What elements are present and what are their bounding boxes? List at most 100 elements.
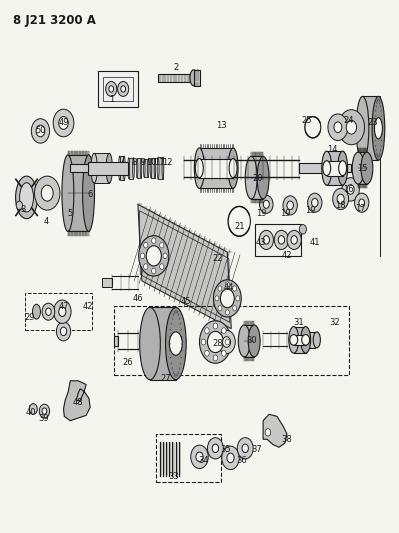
Bar xyxy=(137,158,141,178)
Ellipse shape xyxy=(140,308,160,379)
Circle shape xyxy=(346,120,357,134)
Text: 31: 31 xyxy=(294,318,304,327)
Circle shape xyxy=(152,268,156,274)
Bar xyxy=(327,161,343,175)
Ellipse shape xyxy=(322,151,332,185)
Circle shape xyxy=(291,236,297,244)
Circle shape xyxy=(109,86,114,92)
Polygon shape xyxy=(306,332,315,348)
Ellipse shape xyxy=(62,155,74,231)
Text: 22: 22 xyxy=(212,254,223,263)
Ellipse shape xyxy=(162,157,164,179)
Ellipse shape xyxy=(361,152,373,184)
Ellipse shape xyxy=(132,158,134,179)
Circle shape xyxy=(242,444,249,453)
Text: 20: 20 xyxy=(252,174,263,183)
FancyBboxPatch shape xyxy=(98,71,138,107)
Text: 30: 30 xyxy=(246,336,257,345)
Text: 27: 27 xyxy=(160,374,171,383)
Circle shape xyxy=(53,109,74,137)
Text: 24: 24 xyxy=(344,116,354,125)
Bar xyxy=(294,327,306,353)
Ellipse shape xyxy=(170,332,182,356)
Circle shape xyxy=(139,236,169,276)
Ellipse shape xyxy=(157,157,159,179)
Circle shape xyxy=(274,230,288,249)
Ellipse shape xyxy=(190,70,197,86)
Circle shape xyxy=(160,243,164,248)
Circle shape xyxy=(220,289,234,308)
Text: 18: 18 xyxy=(335,201,346,210)
Circle shape xyxy=(213,355,217,361)
Text: 32: 32 xyxy=(330,318,340,327)
Text: 46: 46 xyxy=(132,294,143,303)
Circle shape xyxy=(278,236,284,244)
Circle shape xyxy=(221,328,226,334)
Ellipse shape xyxy=(229,159,237,177)
Circle shape xyxy=(222,446,239,470)
Polygon shape xyxy=(63,381,90,421)
Text: 36: 36 xyxy=(236,456,247,465)
Text: 15: 15 xyxy=(357,164,368,173)
Ellipse shape xyxy=(290,335,298,345)
Circle shape xyxy=(287,230,301,249)
Ellipse shape xyxy=(106,154,113,183)
Text: 8: 8 xyxy=(131,158,136,167)
Circle shape xyxy=(207,438,223,459)
Ellipse shape xyxy=(32,304,40,319)
Circle shape xyxy=(225,282,229,287)
Text: 6: 6 xyxy=(87,190,93,199)
Circle shape xyxy=(56,322,71,341)
Circle shape xyxy=(163,253,167,259)
Circle shape xyxy=(299,224,306,234)
Text: 49: 49 xyxy=(58,118,69,127)
Ellipse shape xyxy=(16,176,38,219)
Ellipse shape xyxy=(196,159,203,177)
Bar xyxy=(25,293,92,330)
Circle shape xyxy=(207,332,223,353)
Circle shape xyxy=(265,429,271,436)
Text: 1: 1 xyxy=(109,94,115,103)
Circle shape xyxy=(259,230,273,249)
Circle shape xyxy=(283,196,297,215)
Bar xyxy=(151,158,155,178)
Bar xyxy=(114,306,349,375)
Circle shape xyxy=(118,82,129,96)
Bar xyxy=(158,74,194,82)
Bar xyxy=(94,154,109,183)
Circle shape xyxy=(196,452,203,462)
Text: 42: 42 xyxy=(282,252,292,260)
Ellipse shape xyxy=(143,159,145,177)
Text: 13: 13 xyxy=(216,121,227,130)
Bar xyxy=(129,158,134,179)
Circle shape xyxy=(223,337,231,348)
Ellipse shape xyxy=(147,159,149,177)
Circle shape xyxy=(16,201,23,209)
Text: 16: 16 xyxy=(343,185,354,194)
Text: 19: 19 xyxy=(280,209,290,218)
Circle shape xyxy=(328,114,348,141)
Text: 9: 9 xyxy=(140,158,146,167)
Text: 14: 14 xyxy=(328,145,338,154)
Ellipse shape xyxy=(301,327,311,353)
Circle shape xyxy=(347,184,354,194)
Text: 19: 19 xyxy=(306,206,316,215)
Ellipse shape xyxy=(238,325,250,357)
Circle shape xyxy=(233,305,237,311)
Ellipse shape xyxy=(20,183,34,212)
Text: 26: 26 xyxy=(122,358,133,367)
Circle shape xyxy=(236,296,240,301)
Text: 47: 47 xyxy=(59,302,69,311)
Circle shape xyxy=(215,296,219,301)
Text: 19: 19 xyxy=(256,209,267,218)
Circle shape xyxy=(263,200,269,208)
Circle shape xyxy=(218,286,222,291)
Ellipse shape xyxy=(352,152,364,184)
Ellipse shape xyxy=(194,148,204,188)
Circle shape xyxy=(140,253,144,259)
Text: 2: 2 xyxy=(173,63,178,71)
Ellipse shape xyxy=(123,156,125,180)
Text: 35: 35 xyxy=(220,446,231,455)
Ellipse shape xyxy=(136,158,138,178)
Circle shape xyxy=(337,194,344,204)
